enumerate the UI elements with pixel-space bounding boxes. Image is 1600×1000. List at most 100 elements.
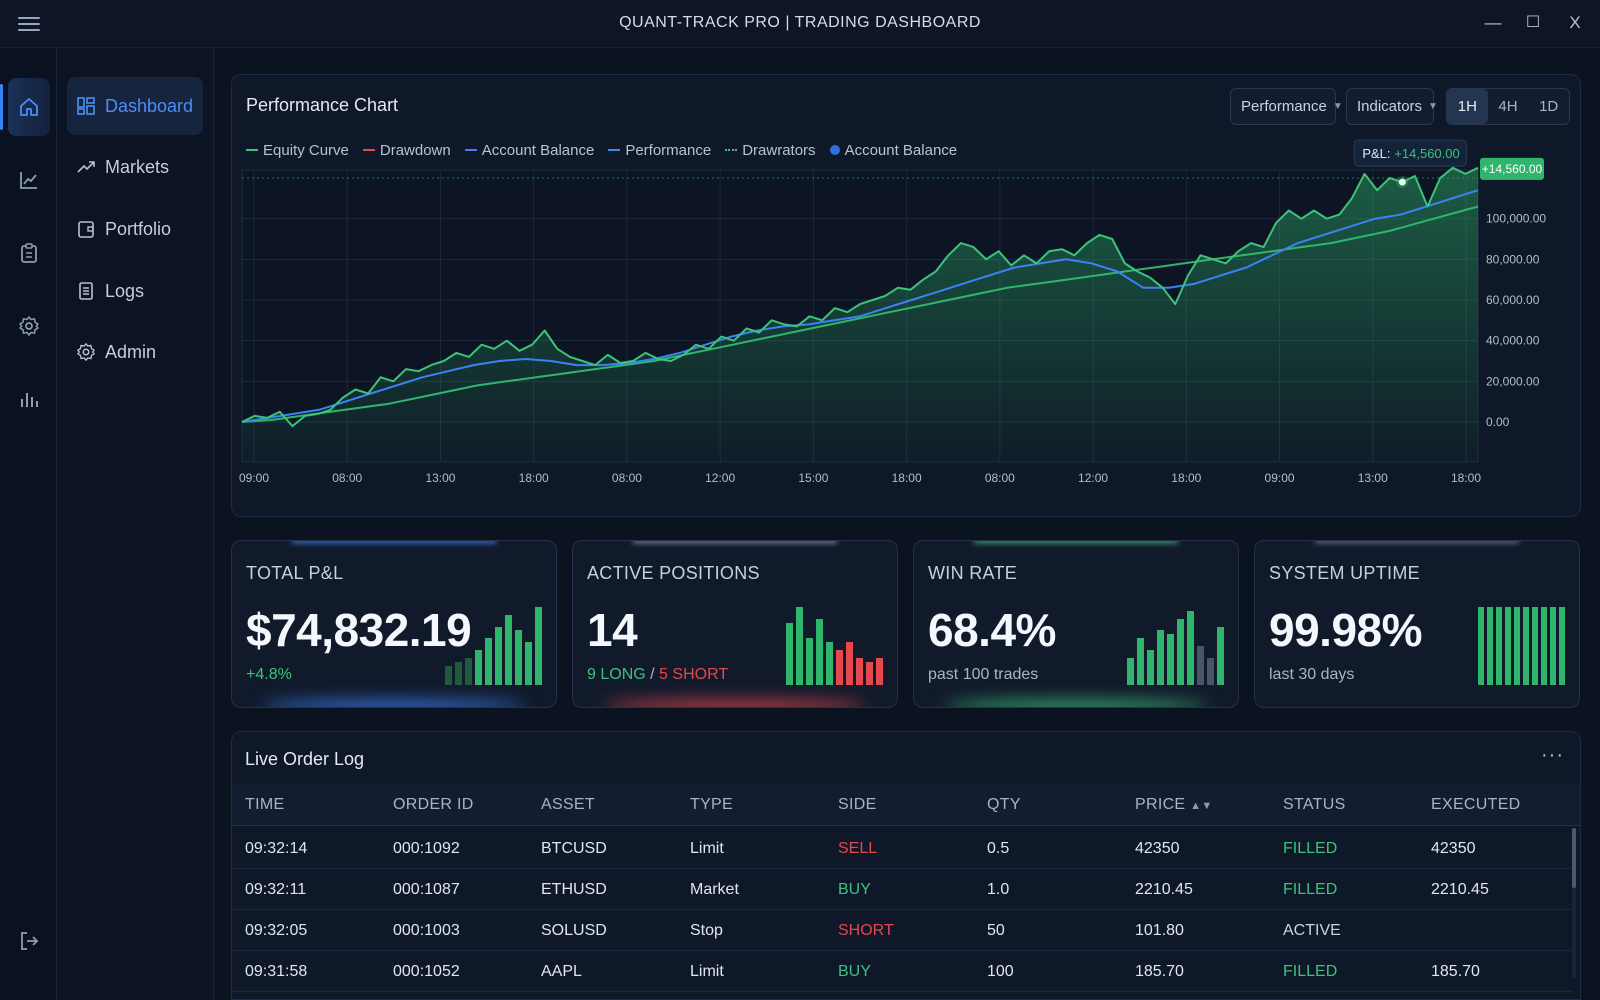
stat-value: 68.4% [928,604,1056,656]
clipboard-icon [21,243,37,263]
table-row[interactable]: 09:32:11 000:1087 ETHUSD Market BUY 1.0 2210.4… [232,869,1572,910]
legend-item[interactable]: Drawrators [725,142,816,159]
timeframe-4h-button[interactable]: 4H [1498,98,1518,115]
cell-price: 42350 [1135,840,1180,857]
timeframe-1d-button[interactable]: 1D [1539,98,1559,115]
column-header-executed[interactable]: EXECUTED [1431,796,1521,813]
legend-item[interactable]: Account Balance [829,141,958,159]
wallet-icon [75,218,97,240]
hamburger-menu-icon[interactable] [18,13,40,33]
column-header-time[interactable]: TIME [245,796,285,813]
legend-item[interactable]: Performance [608,142,711,159]
cell-price: 2210.45 [1135,881,1193,898]
legend-label: Account Balance [844,141,958,159]
stat-card-system-uptime[interactable]: SYSTEM UPTIME 99.98% last 30 days [1254,540,1580,708]
gear-icon [19,316,39,336]
sidebar-item-markets[interactable]: Markets [67,138,203,196]
sparkline-bar [846,642,853,685]
sparkline-bar [876,657,883,685]
sparkline-bar [1207,657,1214,685]
sparkline-bar [525,642,532,685]
performance-dropdown[interactable]: Performance ▼ [1230,88,1343,125]
column-header-qty[interactable]: QTY [987,796,1021,813]
performance-chart-panel: 100,000.00 80,000.00 60,000.00 40,000.00 20,… [231,74,1581,517]
cell-time: 09:31:58 [245,963,308,980]
chart-title: Performance Chart [246,95,399,115]
sidebar-item-dashboard[interactable]: Dashboard [67,77,203,135]
chevron-down-icon: ▼ [1332,101,1343,112]
sparkline-bar [856,657,863,685]
window-title: QUANT-TRACK PRO | TRADING DASHBOARD [619,14,981,31]
stat-card-win-rate[interactable]: WIN RATE 68.4% past 100 trades [913,540,1239,708]
x-tick-label: 13:00 [425,471,455,485]
column-header-side[interactable]: SIDE [838,796,877,813]
sparkline-bar [1559,607,1565,685]
sidebar-item-label: Logs [105,280,145,301]
rail-analytics-button[interactable] [8,151,50,209]
equity-area [242,167,1478,463]
x-tick-label: 09:00 [1265,471,1295,485]
column-header-status[interactable]: STATUS [1283,796,1346,813]
card-glow [974,541,1178,543]
cell-type: Limit [690,840,724,857]
close-button[interactable]: X [1569,13,1581,32]
stat-card-active-positions[interactable]: ACTIVE POSITIONS 14 9 LONG / 5 SHORT [572,540,898,708]
stat-label: WIN RATE [928,563,1018,583]
legend-item[interactable]: Drawdown [362,142,451,159]
scrollbar[interactable] [1572,828,1576,978]
y-tick-label: 0.00 [1486,415,1510,429]
legend-item[interactable]: Equity Curve [246,142,349,159]
stat-breakdown: 9 LONG / 5 SHORT [587,666,728,684]
minimize-button[interactable]: — [1484,13,1502,32]
performance-chart[interactable]: 100,000.00 80,000.00 60,000.00 40,000.00 20,… [232,75,1582,518]
rail-reports-button[interactable] [8,370,50,428]
sidebar-item-portfolio[interactable]: Portfolio [67,200,203,258]
rail-logout-button[interactable] [8,912,50,970]
card-glow [633,541,837,543]
table-row[interactable]: 09:31:58 000:1052 AAPL Limit BUY 100 185.70 FIL… [232,951,1572,992]
document-icon [75,280,97,302]
rail-home-button[interactable] [0,78,50,136]
sparkline-bar [806,638,813,685]
price-header-label: PRICE [1135,796,1186,813]
bar-chart-icon [21,393,38,407]
cell-qty: 100 [987,963,1014,980]
maximize-button[interactable]: ☐ [1525,14,1541,31]
stat-card-total-pnl[interactable]: TOTAL P&L $74,832.19 +4.8% [231,540,557,708]
column-header-type[interactable]: TYPE [690,796,733,813]
card-glow [262,701,526,707]
indicators-dropdown[interactable]: Indicators ▼ [1346,88,1438,125]
column-header-price[interactable]: PRICE ▲▼ [1135,796,1213,814]
cell-executed: 2210.45 [1431,881,1489,898]
column-header-order-id[interactable]: ORDER ID [393,796,474,813]
scrollbar-thumb[interactable] [1572,828,1576,888]
more-options-icon[interactable]: ··· [1541,744,1564,766]
sidebar-item-admin[interactable]: Admin [67,323,203,381]
logout-icon [21,932,39,950]
sparkline-bar [445,665,452,685]
column-header-asset[interactable]: ASSET [541,796,595,813]
live-order-log-panel: Live Order Log ··· TIME ORDER ID ASSET T… [231,731,1581,1000]
legend-swatch [829,145,840,155]
stat-label: ACTIVE POSITIONS [587,563,760,583]
nav-sidebar: Dashboard Markets Portfolio Logs Admin [57,48,214,1000]
table-row[interactable]: 09:32:05 000:1003 SOLUSD Stop SHORT 50 101.80 A… [232,910,1572,951]
x-tick-label: 15:00 [798,471,828,485]
sparkline-bar [475,649,482,685]
legend-item[interactable]: Account Balance [464,142,594,159]
rail-settings-button[interactable] [8,297,50,355]
cell-time: 09:32:05 [245,922,308,939]
timeframe-1h-button[interactable]: 1H [1447,89,1488,124]
card-glow [1315,541,1519,543]
performance-dropdown-label: Performance [1241,98,1327,115]
x-tick-label: 13:00 [1358,471,1388,485]
sparkline-bars [1475,605,1565,685]
table-row[interactable]: 09:32:14 000:1092 BTCUSD Limit SELL 0.5 42350 F… [232,828,1572,869]
sidebar-item-logs[interactable]: Logs [67,262,203,320]
table-header: TIME ORDER ID ASSET TYPE SIDE QTY PRICE … [232,784,1580,826]
separator: / [650,666,655,683]
rail-orders-button[interactable] [8,224,50,282]
legend-label: Equity Curve [263,141,349,159]
short-count: 5 SHORT [659,666,729,683]
cell-time: 09:32:11 [245,881,307,898]
